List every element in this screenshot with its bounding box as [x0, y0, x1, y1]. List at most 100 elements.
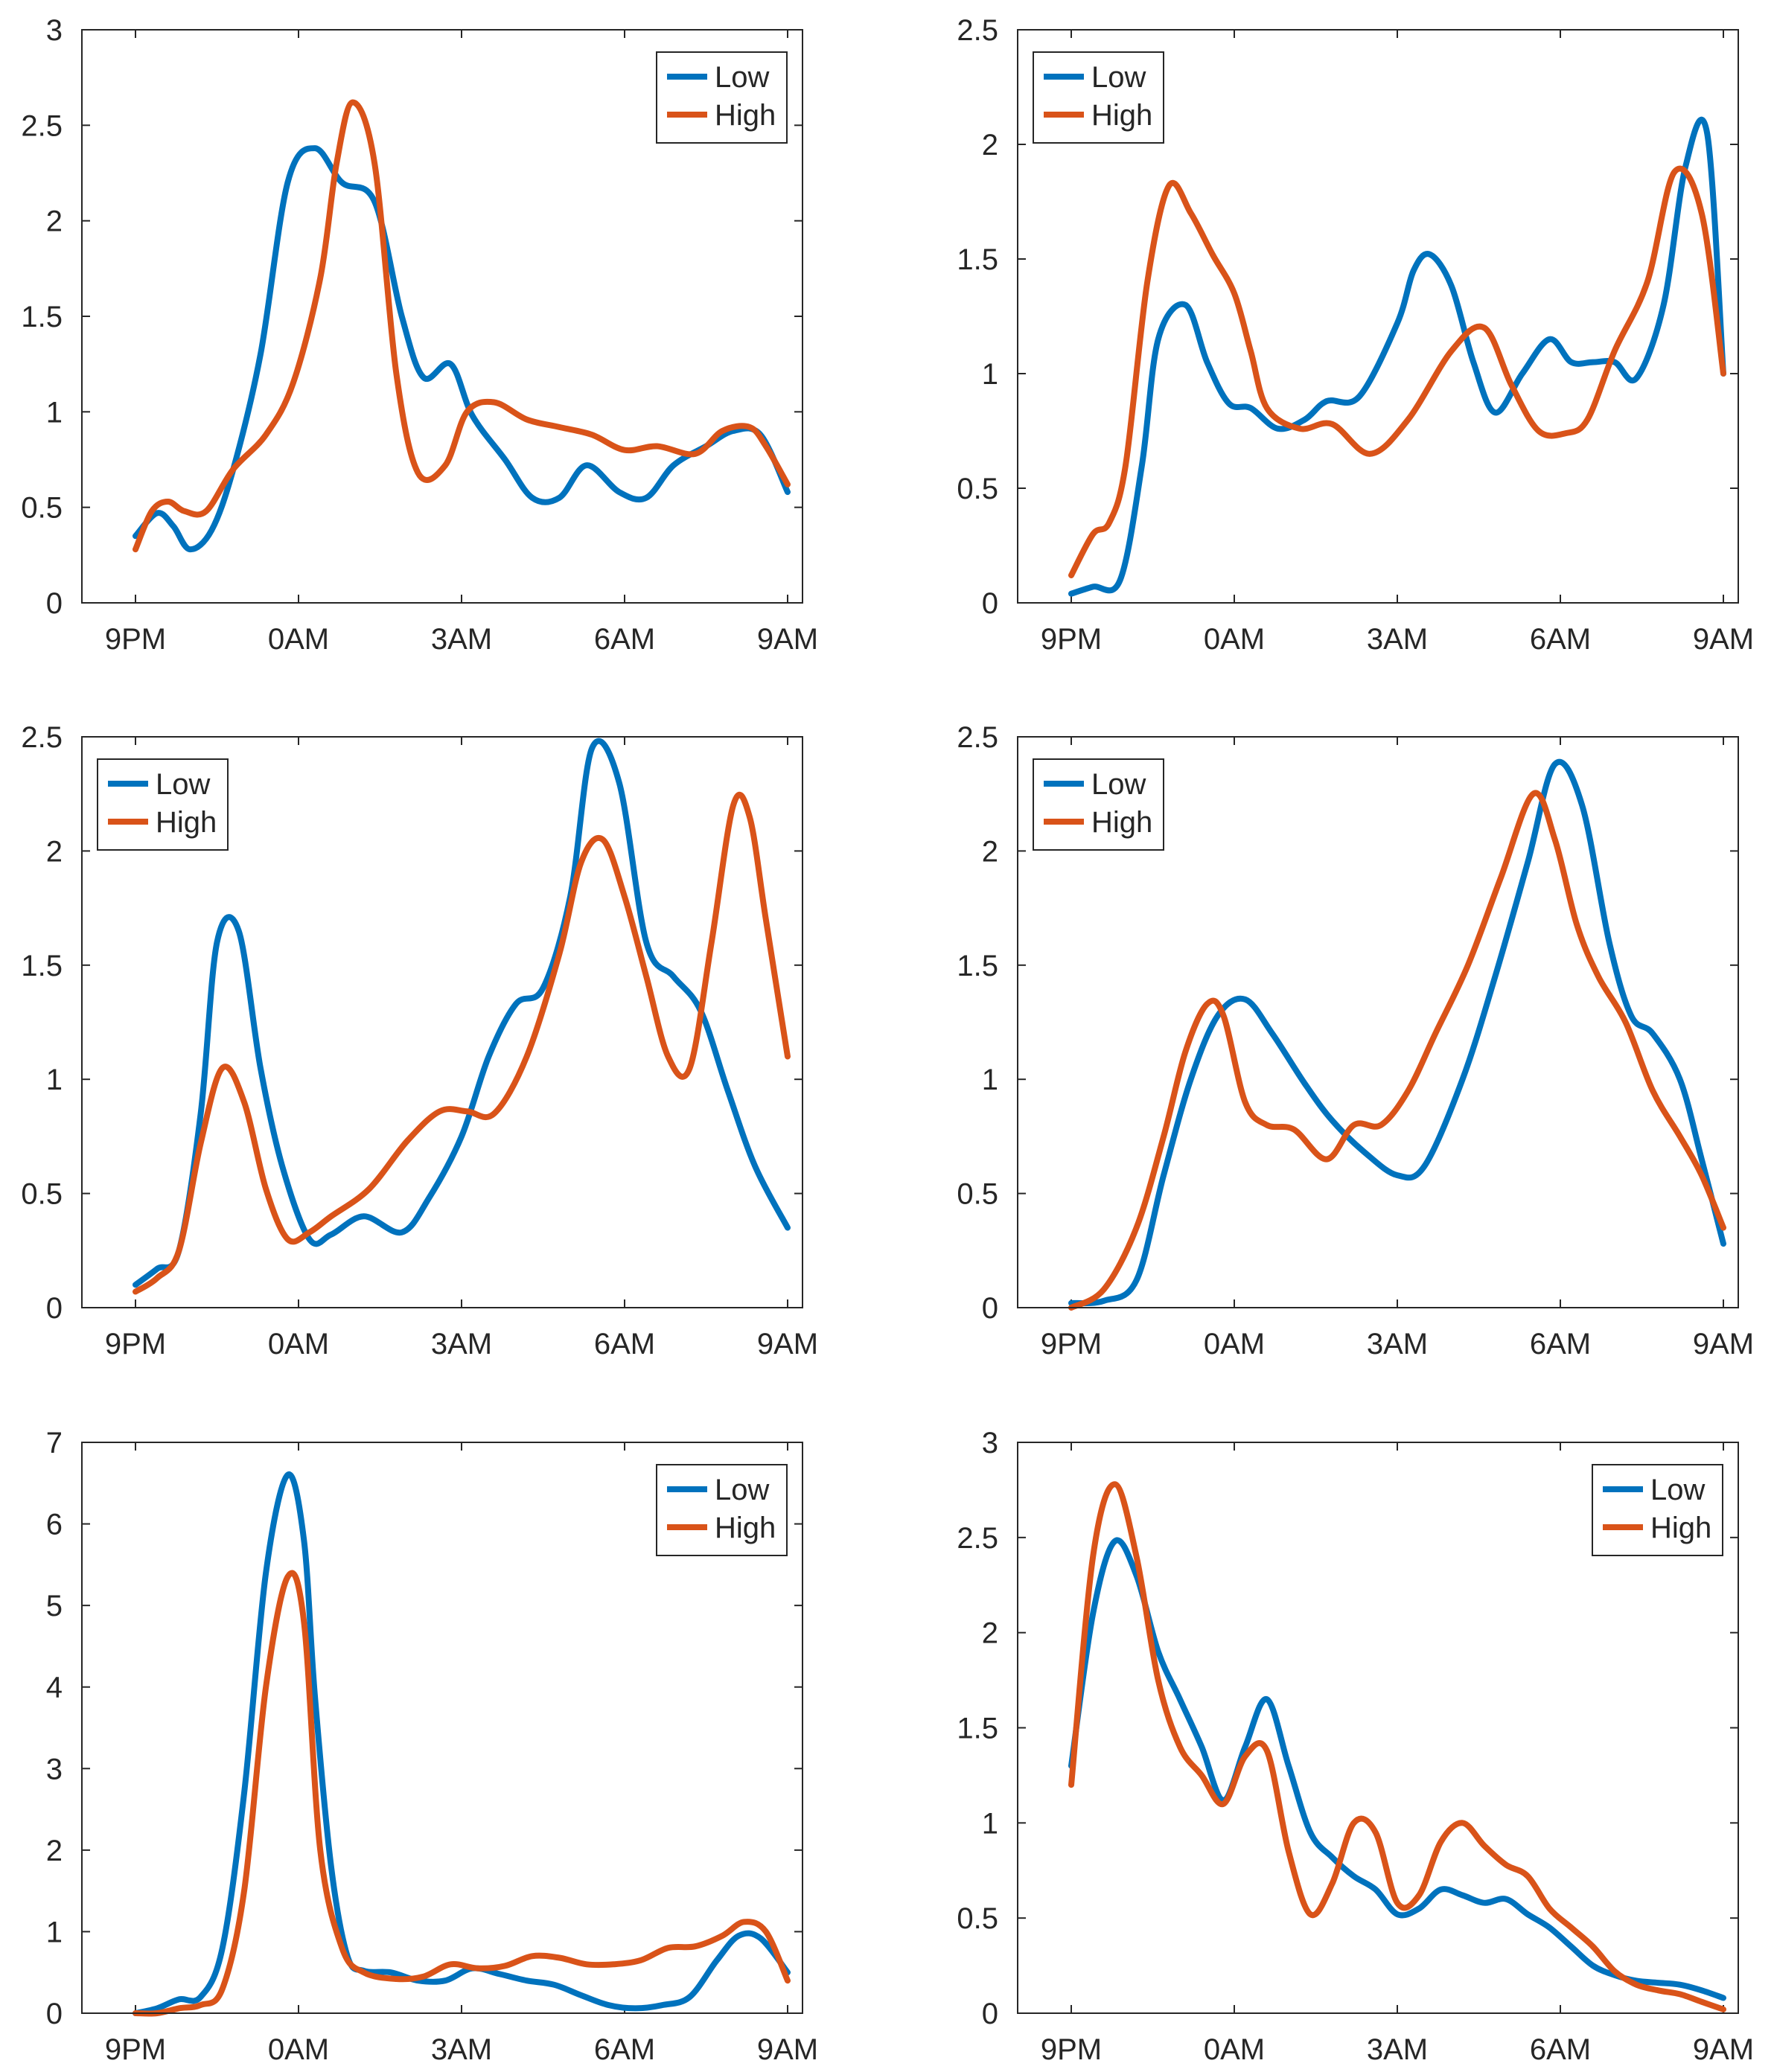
x-tick-label: 3AM: [1367, 623, 1428, 656]
legend: Low High: [97, 758, 229, 851]
legend: Low High: [1033, 51, 1164, 144]
legend: Low High: [1033, 758, 1164, 851]
series-line-high: [133, 1570, 791, 2017]
series-line-low: [133, 738, 791, 1288]
y-tick-label: 0.5: [957, 473, 998, 505]
y-tick-label: 3: [982, 1427, 998, 1459]
x-tick-label: 9PM: [1041, 2033, 1102, 2066]
x-tick-label: 9AM: [757, 2033, 818, 2066]
legend-label-low: Low: [715, 1474, 769, 1506]
y-tick-label: 0.5: [957, 1178, 998, 1211]
x-tick-label: 3AM: [431, 623, 492, 656]
y-tick-label: 1: [46, 1064, 63, 1096]
x-tick-label: 3AM: [431, 1328, 492, 1360]
y-tick-label: 3: [46, 1753, 63, 1785]
x-tick-label: 6AM: [1530, 1328, 1591, 1360]
x-tick-label: 9PM: [105, 1328, 166, 1360]
y-tick-label: 2.5: [957, 14, 998, 47]
legend: Low High: [656, 51, 788, 144]
legend-label-high: High: [715, 99, 776, 132]
y-tick-label: 0: [982, 1998, 998, 2030]
y-tick-label: 0: [982, 1292, 998, 1325]
legend-label-high: High: [1650, 1512, 1711, 1544]
y-tick-label: 6: [46, 1509, 63, 1541]
x-tick-label: 9PM: [105, 623, 166, 656]
legend-box: [656, 51, 788, 144]
x-tick-label: 0AM: [1204, 1328, 1265, 1360]
legend-label-low: Low: [156, 768, 210, 801]
x-tick-label: 9PM: [105, 2033, 166, 2066]
y-tick-label: 2.5: [957, 1522, 998, 1555]
x-tick-label: 6AM: [1530, 2033, 1591, 2066]
x-tick-label: 0AM: [268, 1328, 329, 1360]
y-tick-label: 1.5: [957, 243, 998, 276]
y-tick-label: 1: [982, 1064, 998, 1096]
y-tick-label: 1: [982, 358, 998, 391]
x-tick-label: 9AM: [1693, 2033, 1754, 2066]
legend-label-low: Low: [1650, 1474, 1705, 1506]
legend-box: [1033, 758, 1164, 851]
series-line-high: [133, 99, 791, 553]
y-tick-label: 0.5: [957, 1902, 998, 1935]
x-tick-label: 0AM: [268, 623, 329, 656]
x-tick-label: 0AM: [268, 2033, 329, 2066]
series-line-low: [1068, 1537, 1726, 2001]
axes-box: [1017, 29, 1739, 604]
y-tick-label: 2: [982, 1617, 998, 1650]
legend-label-low: Low: [715, 61, 769, 94]
legend-label-low: Low: [1091, 768, 1146, 801]
y-tick-label: 2.5: [21, 109, 63, 142]
legend-box: [97, 758, 229, 851]
x-tick-label: 3AM: [1367, 1328, 1428, 1360]
y-tick-label: 7: [46, 1427, 63, 1459]
axes-box: [1017, 736, 1739, 1308]
x-tick-label: 6AM: [594, 2033, 655, 2066]
y-tick-label: 2: [46, 1835, 63, 1867]
y-tick-label: 1.5: [21, 950, 63, 982]
y-tick-label: 3: [46, 14, 63, 47]
legend: Low High: [656, 1464, 788, 1556]
series-line-low: [1068, 116, 1726, 597]
chart-panel-5: 0 1 2 3 4 5 6 7 9PM 0AM 3AM 6AM 9AM Low High: [46, 1427, 818, 2066]
x-tick-label: 6AM: [594, 1328, 655, 1360]
y-tick-label: 2: [46, 835, 63, 868]
y-tick-label: 0: [46, 1998, 63, 2030]
y-tick-label: 5: [46, 1590, 63, 1622]
x-tick-label: 6AM: [594, 623, 655, 656]
chart-panel-3: 0 0.5 1 1.5 2 2.5 9PM 0AM 3AM 6AM 9AM Low High: [21, 721, 818, 1360]
y-tick-label: 0.5: [21, 1178, 63, 1211]
series-line-low: [1068, 758, 1726, 1307]
series-line-high: [133, 791, 791, 1295]
legend-label-high: High: [715, 1512, 776, 1544]
x-tick-label: 3AM: [1367, 2033, 1428, 2066]
axes-box: [1017, 1442, 1739, 2014]
x-tick-label: 9AM: [757, 1328, 818, 1360]
y-tick-label: 0: [982, 587, 998, 620]
legend: Low High: [1592, 1464, 1723, 1556]
chart-panel-2: 0 0.5 1 1.5 2 2.5 9PM 0AM 3AM 6AM 9AM Low High: [957, 14, 1754, 656]
x-tick-label: 0AM: [1204, 2033, 1265, 2066]
series-line-low: [133, 145, 791, 553]
legend-label-high: High: [156, 806, 217, 839]
x-tick-label: 0AM: [1204, 623, 1265, 656]
y-tick-label: 1.5: [957, 1713, 998, 1745]
y-tick-label: 2: [982, 129, 998, 162]
y-tick-label: 2: [46, 205, 63, 238]
legend-label-high: High: [1091, 99, 1152, 132]
y-tick-label: 1.5: [21, 301, 63, 333]
legend-label-high: High: [1091, 806, 1152, 839]
x-tick-label: 9PM: [1041, 623, 1102, 656]
legend-box: [656, 1464, 788, 1556]
x-tick-label: 6AM: [1530, 623, 1591, 656]
axes-box: [81, 29, 803, 604]
y-tick-label: 4: [46, 1672, 63, 1704]
legend-label-low: Low: [1091, 61, 1146, 94]
y-tick-label: 0.5: [21, 492, 63, 525]
y-tick-label: 0: [46, 1292, 63, 1325]
chart-panel-6: 0 0.5 1 1.5 2 2.5 3 9PM 0AM 3AM 6AM 9AM Low High: [957, 1427, 1754, 2066]
y-tick-label: 2.5: [957, 721, 998, 754]
series-line-high: [1068, 1481, 1726, 2012]
y-tick-label: 1: [46, 1916, 63, 1948]
series-line-high: [1068, 790, 1726, 1311]
